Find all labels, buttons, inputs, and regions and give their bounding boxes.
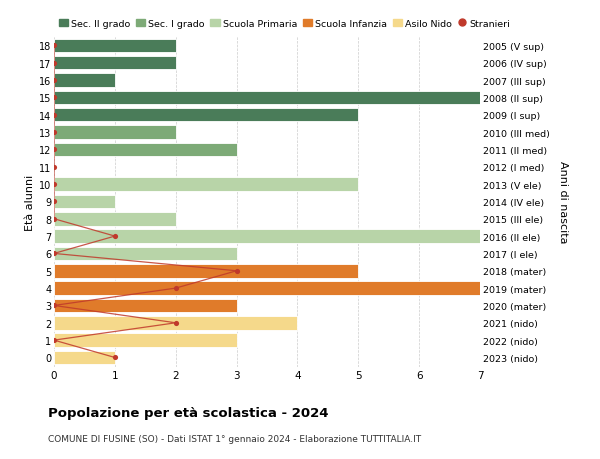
Point	[110, 233, 119, 240]
Bar	[54, 264, 358, 278]
Y-axis label: Età alunni: Età alunni	[25, 174, 35, 230]
Point	[49, 164, 59, 171]
Bar	[54, 39, 176, 53]
Point	[49, 181, 59, 188]
Bar	[54, 334, 236, 347]
Point	[49, 250, 59, 257]
Y-axis label: Anni di nascita: Anni di nascita	[558, 161, 568, 243]
Point	[49, 337, 59, 344]
Bar	[54, 109, 358, 122]
Bar	[54, 299, 236, 313]
Bar	[54, 351, 115, 364]
Point	[49, 77, 59, 84]
Bar	[54, 57, 176, 70]
Bar	[54, 316, 298, 330]
Point	[49, 198, 59, 206]
Point	[49, 129, 59, 136]
Bar	[54, 213, 176, 226]
Point	[49, 146, 59, 154]
Legend: Sec. II grado, Sec. I grado, Scuola Primaria, Scuola Infanzia, Asilo Nido, Stran: Sec. II grado, Sec. I grado, Scuola Prim…	[59, 20, 511, 29]
Bar	[54, 195, 115, 209]
Point	[49, 216, 59, 223]
Point	[232, 268, 241, 275]
Bar	[54, 143, 236, 157]
Bar	[54, 230, 480, 243]
Point	[49, 43, 59, 50]
Bar	[54, 282, 480, 295]
Bar	[54, 91, 480, 105]
Text: COMUNE DI FUSINE (SO) - Dati ISTAT 1° gennaio 2024 - Elaborazione TUTTITALIA.IT: COMUNE DI FUSINE (SO) - Dati ISTAT 1° ge…	[48, 434, 421, 443]
Point	[49, 95, 59, 102]
Point	[49, 302, 59, 309]
Point	[49, 112, 59, 119]
Point	[49, 60, 59, 67]
Point	[171, 285, 181, 292]
Bar	[54, 178, 358, 191]
Bar	[54, 247, 236, 261]
Point	[171, 319, 181, 327]
Bar	[54, 126, 176, 140]
Bar	[54, 74, 115, 88]
Point	[110, 354, 119, 361]
Text: Popolazione per età scolastica - 2024: Popolazione per età scolastica - 2024	[48, 406, 329, 419]
